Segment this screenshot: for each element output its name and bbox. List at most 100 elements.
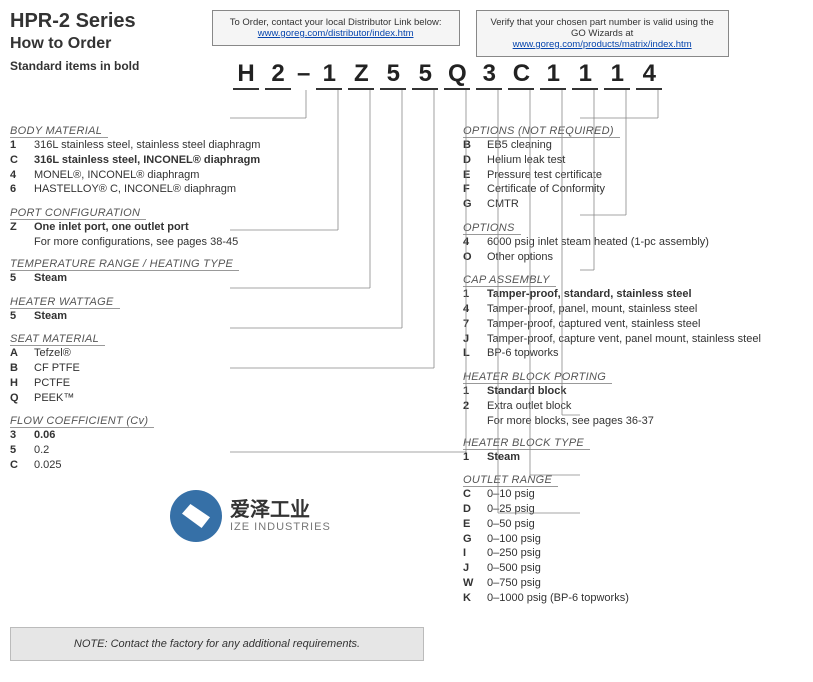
option-row: HPCTFE <box>10 377 400 391</box>
title-block: HPR-2 Series How to Order <box>10 10 136 55</box>
section-title: TEMPERATURE RANGE / HEATING TYPE <box>10 258 239 271</box>
option-label: Tamper-proof, standard, stainless steel <box>487 288 803 302</box>
option-row: 4Tamper-proof, panel, mount, stainless s… <box>463 303 803 317</box>
part-number-char: 2 <box>265 60 291 90</box>
option-code: F <box>463 183 487 197</box>
option-row: D0–25 psig <box>463 503 803 517</box>
option-label: Standard block <box>487 385 803 399</box>
option-code: 1 <box>463 451 487 465</box>
option-label: Tamper-proof, captured vent, stainless s… <box>487 318 803 332</box>
content-columns: BODY MATERIAL1316L stainless steel, stai… <box>10 119 803 615</box>
part-number-separator: – <box>297 60 310 88</box>
option-code: L <box>463 347 487 361</box>
option-label: CF PTFE <box>34 362 400 376</box>
option-row: 6HASTELLOY® C, INCONEL® diaphragm <box>10 183 400 197</box>
option-code: B <box>463 139 487 153</box>
header-row: HPR-2 Series How to Order To Order, cont… <box>10 10 803 57</box>
option-row: 4MONEL®, INCONEL® diaphragm <box>10 169 400 183</box>
section-note: For more blocks, see pages 36-37 <box>487 415 803 427</box>
option-code: C <box>463 488 487 502</box>
how-to-order: How to Order <box>10 35 136 53</box>
option-label: 0–1000 psig (BP-6 topworks) <box>487 592 803 606</box>
part-number-char: H <box>233 60 259 90</box>
section-title: HEATER WATTAGE <box>10 296 120 309</box>
section-title: OUTLET RANGE <box>463 474 558 487</box>
option-label: 0.025 <box>34 459 400 473</box>
option-label: Tamper-proof, capture vent, panel mount,… <box>487 333 803 347</box>
option-row: C316L stainless steel, INCONEL® diaphrag… <box>10 154 400 168</box>
option-label: HASTELLOY® C, INCONEL® diaphragm <box>34 183 400 197</box>
section: FLOW COEFFICIENT (Cv)30.0650.2C0.025 <box>10 415 400 472</box>
section-title: HEATER BLOCK PORTING <box>463 371 612 384</box>
option-label: 0–100 psig <box>487 533 803 547</box>
section-title: OPTIONS (NOT REQUIRED) <box>463 125 620 138</box>
option-label: 0–25 psig <box>487 503 803 517</box>
section: OPTIONS (NOT REQUIRED)BEB5 cleaningDHeli… <box>463 125 803 212</box>
option-label: BP-6 topworks <box>487 347 803 361</box>
option-code: 4 <box>463 236 487 250</box>
order-note-text: To Order, contact your local Distributor… <box>230 17 442 28</box>
verify-note-link[interactable]: www.goreg.com/products/matrix/index.htm <box>513 39 692 50</box>
option-code: K <box>463 592 487 606</box>
option-row: E0–50 psig <box>463 518 803 532</box>
part-number-char: 5 <box>380 60 406 90</box>
option-code: 1 <box>463 288 487 302</box>
option-code: 3 <box>10 429 34 443</box>
option-label: 0–500 psig <box>487 562 803 576</box>
right-column: OPTIONS (NOT REQUIRED)BEB5 cleaningDHeli… <box>463 119 803 615</box>
option-code: 1 <box>10 139 34 153</box>
option-row: OOther options <box>463 251 803 265</box>
option-row: ATefzel® <box>10 347 400 361</box>
option-code: 5 <box>10 310 34 324</box>
option-row: 30.06 <box>10 429 400 443</box>
option-label: Steam <box>34 310 400 324</box>
option-row: G0–100 psig <box>463 533 803 547</box>
option-label: 6000 psig inlet steam heated (1-pc assem… <box>487 236 803 250</box>
series-title: HPR-2 Series <box>10 10 136 33</box>
option-label: PCTFE <box>34 377 400 391</box>
section-title: HEATER BLOCK TYPE <box>463 437 590 450</box>
option-code: I <box>463 547 487 561</box>
order-note-link[interactable]: www.goreg.com/distributor/index.htm <box>258 28 414 39</box>
option-row: C0–10 psig <box>463 488 803 502</box>
option-row: 2Extra outlet block <box>463 400 803 414</box>
section-title: OPTIONS <box>463 222 521 235</box>
option-row: GCMTR <box>463 198 803 212</box>
part-number-char: 3 <box>476 60 502 90</box>
option-code: C <box>10 154 34 168</box>
part-number-char: 1 <box>604 60 630 90</box>
logo-area: 爱泽工业 IZE INDUSTRIES <box>170 490 331 542</box>
logo-text-cn: 爱泽工业 <box>230 499 331 521</box>
logo-text-en: IZE INDUSTRIES <box>230 521 331 533</box>
option-code: 6 <box>10 183 34 197</box>
option-row: 1Tamper-proof, standard, stainless steel <box>463 288 803 302</box>
option-code: E <box>463 518 487 532</box>
option-label: MONEL®, INCONEL® diaphragm <box>34 169 400 183</box>
option-row: 50.2 <box>10 444 400 458</box>
option-code: 2 <box>463 400 487 414</box>
part-number-char: 5 <box>412 60 438 90</box>
option-code: O <box>463 251 487 265</box>
section-title: CAP ASSEMBLY <box>463 274 556 287</box>
part-number-char: 1 <box>316 60 342 90</box>
section: CAP ASSEMBLY1Tamper-proof, standard, sta… <box>463 274 803 361</box>
section-title: SEAT MATERIAL <box>10 333 105 346</box>
option-row: ZOne inlet port, one outlet port <box>10 221 400 235</box>
option-label: PEEK™ <box>34 392 400 406</box>
part-number-char: 1 <box>572 60 598 90</box>
option-row: BEB5 cleaning <box>463 139 803 153</box>
option-row: QPEEK™ <box>10 392 400 406</box>
option-row: EPressure test certificate <box>463 169 803 183</box>
option-row: 46000 psig inlet steam heated (1-pc asse… <box>463 236 803 250</box>
option-label: Extra outlet block <box>487 400 803 414</box>
option-row: BCF PTFE <box>10 362 400 376</box>
option-label: 316L stainless steel, stainless steel di… <box>34 139 400 153</box>
section-note: For more configurations, see pages 38-45 <box>34 236 400 248</box>
option-row: I0–250 psig <box>463 547 803 561</box>
part-number-char: Z <box>348 60 374 90</box>
option-row: 5Steam <box>10 310 400 324</box>
part-number-char: C <box>508 60 534 90</box>
option-code: D <box>463 503 487 517</box>
option-row: J0–500 psig <box>463 562 803 576</box>
option-code: G <box>463 533 487 547</box>
